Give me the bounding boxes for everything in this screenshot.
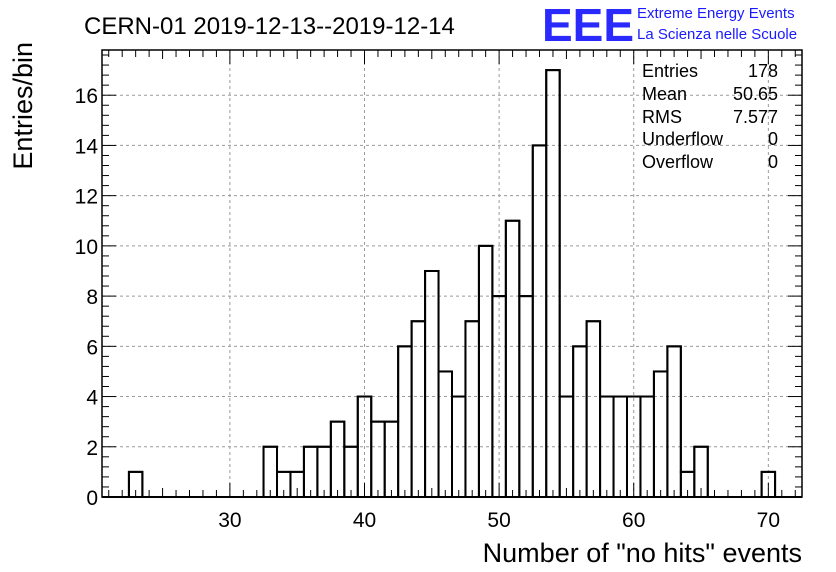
x-tick-label: 70 [757,509,780,532]
stats-underflow-value: 0 [768,129,778,149]
y-tick-label: 0 [86,487,98,510]
stats-entries-label: Entries [642,61,698,81]
logo-line-1: Extreme Energy Events [637,5,795,22]
x-tick-label: 50 [487,509,510,532]
stats-mean-value: 50.65 [733,84,778,104]
y-tick-label: 8 [86,286,98,309]
plot-frame [101,49,803,498]
stats-underflow-label: Underflow [642,129,724,149]
y-tick-label: 10 [75,236,98,259]
x-tick-labels: 30 40 50 60 70 [218,509,780,532]
y-tick-label: 4 [86,387,98,410]
x-axis-title: Number of "no hits" events [483,538,802,568]
x-tick-label: 40 [353,509,376,532]
stats-box: Entries 178 Mean 50.65 RMS 7.577 Underfl… [642,61,778,172]
stats-rms-value: 7.577 [733,107,778,127]
stats-mean-label: Mean [642,84,687,104]
eee-logo: EEE Extreme Energy Events La Scienza nel… [542,0,797,51]
y-tick-labels: 0 2 4 6 8 10 12 14 16 [75,85,99,510]
logo-line-2: La Scienza nelle Scuole [637,26,797,43]
stats-overflow-value: 0 [768,152,778,172]
axes [101,49,803,498]
stats-overflow-label: Overflow [642,152,714,172]
y-tick-label: 14 [75,135,99,158]
y-tick-label: 12 [75,186,98,209]
y-tick-label: 2 [86,437,98,460]
x-tick-label: 30 [218,509,241,532]
y-tick-label: 16 [75,85,98,108]
chart-title: CERN-01 2019-12-13--2019-12-14 [84,13,455,40]
y-axis-title: Entries/bin [8,42,38,170]
x-tick-label: 60 [622,509,645,532]
logo-mark: EEE [542,0,634,51]
stats-entries-value: 178 [748,61,778,81]
y-tick-label: 6 [86,336,98,359]
stats-rms-label: RMS [642,107,682,127]
